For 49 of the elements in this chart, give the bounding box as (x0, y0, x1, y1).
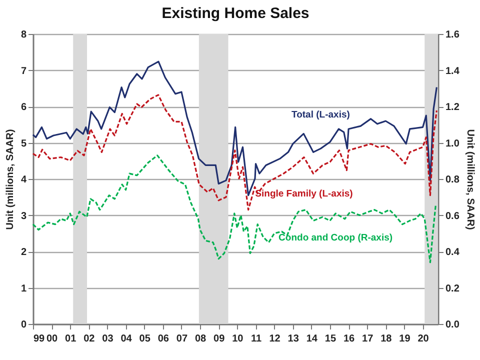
x-tick-label: 14 (306, 334, 318, 344)
y-tick-label: 1 (20, 283, 27, 294)
x-tick-label: 08 (194, 334, 207, 344)
x-tick-label: 10 (232, 334, 244, 344)
y-tick-label: 3 (20, 210, 27, 222)
y2-tick-label: 1.0 (446, 138, 460, 150)
y-tick-label: 2 (20, 247, 27, 258)
y-tick-label: 6 (20, 102, 27, 113)
y2-tick-label: 0.2 (446, 283, 460, 294)
x-tick-label: 04 (120, 334, 132, 344)
x-tick-label: 01 (65, 334, 77, 344)
y2-tick-label: 1.2 (446, 102, 460, 113)
line-series (32, 60, 438, 196)
x-tick-label: 07 (176, 334, 188, 344)
x-tick-label: 09 (214, 334, 226, 344)
x-tick-label: 16 (343, 334, 356, 344)
x-tick-label: 12 (269, 334, 281, 344)
x-tick-label: 03 (102, 334, 114, 344)
x-tick-label: 13 (288, 334, 300, 344)
y-axis-title: Unit (millions, SAAR) (4, 129, 16, 230)
line-series (32, 94, 438, 211)
chart-title: Existing Home Sales (162, 5, 310, 22)
x-tick-label: 19 (399, 334, 411, 344)
y2-axis-title: Unit (millions, SAAR) (464, 129, 476, 230)
y-tick-label: 8 (20, 30, 27, 40)
x-tick-label: 20 (418, 334, 430, 344)
x-tick-label: 15 (324, 334, 336, 344)
x-tick-label: 05 (139, 334, 151, 344)
series-label: Total (L-axis) (291, 110, 350, 121)
x-tick-label: 00 (46, 334, 58, 344)
y2-tick-label: 1.6 (446, 30, 460, 40)
y2-tick-label: 0.4 (446, 247, 460, 258)
x-tick-label: 06 (158, 334, 170, 344)
y-tick-label: 4 (20, 174, 27, 186)
y2-tick-label: 0.8 (446, 174, 460, 186)
y-tick-label: 5 (20, 138, 27, 150)
y-tick-label: 7 (20, 66, 27, 77)
y-tick-label: 0 (20, 320, 27, 330)
x-tick-label: 17 (362, 334, 374, 344)
series-label: Condo and Coop (R-axis) (278, 232, 393, 244)
line-series (32, 154, 437, 264)
x-tick-label: 99 (34, 334, 46, 344)
y2-tick-label: 0.0 (446, 320, 460, 330)
y2-tick-label: 0.6 (446, 210, 460, 222)
y2-tick-label: 1.4 (446, 66, 460, 77)
x-tick-label: 02 (84, 334, 96, 344)
series-label: Single Family (L-axis) (255, 188, 353, 200)
x-tick-label: 18 (380, 334, 392, 344)
x-tick-label: 11 (250, 334, 262, 344)
